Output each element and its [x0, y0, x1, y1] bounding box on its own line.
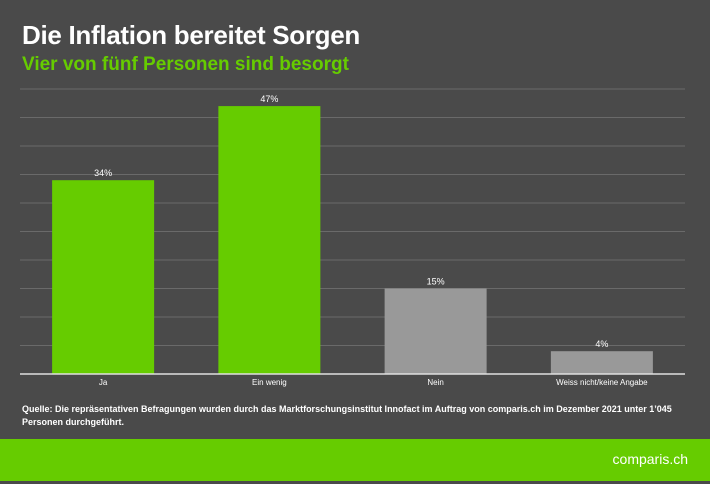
source-note: Quelle: Die repräsentativen Befragungen … [22, 404, 672, 427]
data-label: 47% [260, 94, 278, 104]
bar-1 [218, 106, 321, 374]
bottom-strip [0, 481, 710, 484]
x-tick-label: Ja [99, 378, 108, 387]
footer-band: comparis.ch [0, 439, 710, 481]
bar-3 [550, 351, 653, 374]
x-tick-label: Weiss nicht/keine Angabe [556, 378, 648, 387]
data-label: 4% [595, 339, 608, 349]
x-tick-label: Ein wenig [252, 378, 287, 387]
chart-title: Die Inflation bereitet Sorgen [22, 20, 361, 50]
chart-subtitle: Vier von fünf Personen sind besorgt [22, 54, 349, 75]
x-tick-label: Nein [427, 378, 443, 387]
data-label: 34% [94, 168, 112, 178]
bar-2 [384, 288, 487, 374]
comparis-logo: comparis.ch [612, 451, 688, 467]
bar-chart: 34% Ja 47% Ein wenig 15% Nein 4% Weiss nicht/ke… [20, 88, 685, 387]
bar-0 [52, 180, 155, 374]
data-label: 15% [427, 277, 445, 287]
